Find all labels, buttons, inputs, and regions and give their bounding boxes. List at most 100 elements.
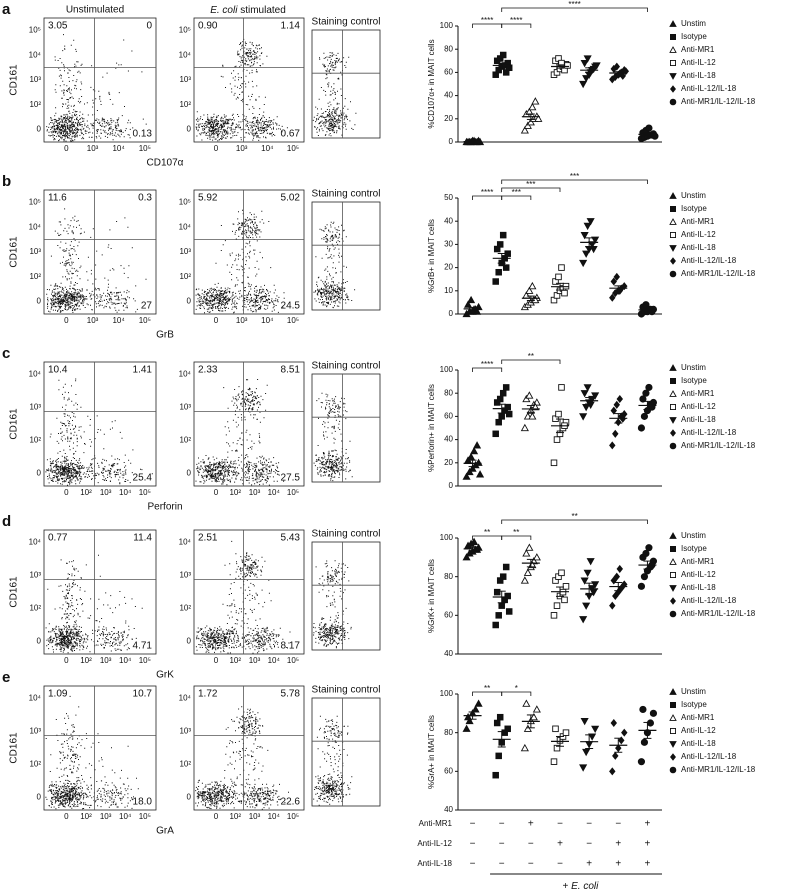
dot-marker xyxy=(467,295,476,304)
flow-ytick: 10⁴ xyxy=(179,370,192,379)
dot-marker xyxy=(493,719,501,727)
treatment-sign: − xyxy=(499,839,505,850)
column-title: E. coli stimulated xyxy=(210,5,286,16)
dot-marker xyxy=(669,192,677,199)
dot-marker xyxy=(669,270,677,278)
flow-xtick: 10⁵ xyxy=(287,812,299,821)
dot-marker xyxy=(495,752,502,760)
flow-xtick: 0 xyxy=(64,812,69,821)
flow-xtick: 10⁴ xyxy=(119,812,132,821)
y-tick-label: 60 xyxy=(444,766,453,775)
dot-marker xyxy=(645,383,653,391)
dot-marker xyxy=(640,412,649,420)
legend-label: Isotype xyxy=(681,700,707,709)
dot-marker xyxy=(495,612,502,619)
dot-marker xyxy=(580,60,589,68)
significance-label: ** xyxy=(484,528,490,537)
dot-marker xyxy=(525,543,534,551)
flow-ytick: 10² xyxy=(179,604,191,613)
legend-label: Anti-IL-12 xyxy=(681,230,716,239)
dot-marker xyxy=(618,736,625,745)
dot-marker xyxy=(492,771,499,779)
flow-xtick: 10⁴ xyxy=(119,656,132,665)
legend-label: Anti-MR1 xyxy=(681,389,715,398)
dot-marker xyxy=(670,404,677,411)
quadrant-value: 4.71 xyxy=(133,641,153,652)
dot-marker xyxy=(520,423,529,432)
y-tick-label: 40 xyxy=(444,805,453,814)
flow-xtick: 10³ xyxy=(249,488,261,497)
flow-plot-frame xyxy=(311,541,381,651)
significance-label: ** xyxy=(528,352,534,361)
legend-label: Anti-MR1/IL-12/IL-18 xyxy=(681,765,756,774)
dot-marker xyxy=(493,588,501,596)
dot-marker xyxy=(586,558,595,566)
dot-marker xyxy=(586,218,595,226)
footer-prefix: + xyxy=(562,881,571,892)
dot-marker xyxy=(583,55,592,63)
flow-ytick: 10⁴ xyxy=(29,694,42,703)
y-tick-label: 40 xyxy=(444,216,453,225)
control-title: Staining control xyxy=(312,17,381,28)
dot-marker xyxy=(670,257,676,265)
treatment-sign: − xyxy=(528,839,534,850)
dot-marker xyxy=(492,278,499,285)
treatment-label: Anti-IL-18 xyxy=(417,859,452,868)
dot-marker xyxy=(610,718,618,728)
legend-label: Isotype xyxy=(681,376,707,385)
flow-ytick: 10⁵ xyxy=(29,198,41,207)
treatment-sign: − xyxy=(586,819,592,830)
dot-marker xyxy=(616,394,624,404)
flow-plot-frame xyxy=(43,361,157,487)
flow-plot-frame xyxy=(43,529,157,655)
dot-marker xyxy=(558,264,565,271)
y-tick-label: 10 xyxy=(444,286,453,295)
dot-marker xyxy=(579,413,588,421)
dot-marker xyxy=(642,389,650,397)
significance-bracket xyxy=(501,179,648,184)
dot-marker xyxy=(670,728,677,735)
flow-xtick: 10³ xyxy=(87,144,99,153)
treatment-sign: − xyxy=(557,819,563,830)
dot-marker xyxy=(670,702,677,709)
dot-marker xyxy=(553,436,561,443)
treatment-sign: + xyxy=(645,859,651,870)
flow-xtick: 10³ xyxy=(100,656,112,665)
dot-marker xyxy=(669,20,677,27)
dot-marker xyxy=(669,46,677,53)
dot-marker xyxy=(609,767,616,776)
dot-marker xyxy=(579,616,588,624)
dot-marker xyxy=(669,688,677,695)
dot-marker xyxy=(558,569,565,577)
dot-marker xyxy=(669,532,677,539)
flow-ytick: 10⁴ xyxy=(179,222,192,231)
flow-ytick: 10² xyxy=(29,100,41,109)
dot-marker xyxy=(639,395,647,403)
flow-xtick: 10³ xyxy=(100,812,112,821)
dot-marker xyxy=(582,602,591,610)
y-tick-label: 100 xyxy=(440,533,454,542)
dot-marker xyxy=(669,98,677,106)
dot-marker xyxy=(555,410,562,418)
flow-xtick: 10² xyxy=(229,656,241,665)
dot-marker xyxy=(476,470,485,478)
dot-marker xyxy=(646,719,655,727)
flow-xtick: 0 xyxy=(214,316,219,325)
y-tick-label: 30 xyxy=(444,240,453,249)
quadrant-value: 25.4 xyxy=(133,473,153,484)
quadrant-value: 0.13 xyxy=(133,129,153,140)
dot-marker xyxy=(642,549,650,558)
treatment-sign: + xyxy=(586,859,592,870)
dot-marker xyxy=(583,384,592,392)
quadrant-value: 1.41 xyxy=(133,365,153,376)
flow-ytick: 10³ xyxy=(29,75,41,84)
dot-marker xyxy=(612,591,619,601)
dot-marker xyxy=(669,218,677,225)
flow-xtick: 10⁵ xyxy=(139,812,151,821)
y-tick-label: 50 xyxy=(444,193,453,202)
dot-marker xyxy=(528,281,537,290)
flow-ytick: 0 xyxy=(187,125,192,134)
dot-marker xyxy=(520,576,529,584)
treatment-sign: − xyxy=(470,819,476,830)
legend-label: Unstim xyxy=(681,531,706,540)
